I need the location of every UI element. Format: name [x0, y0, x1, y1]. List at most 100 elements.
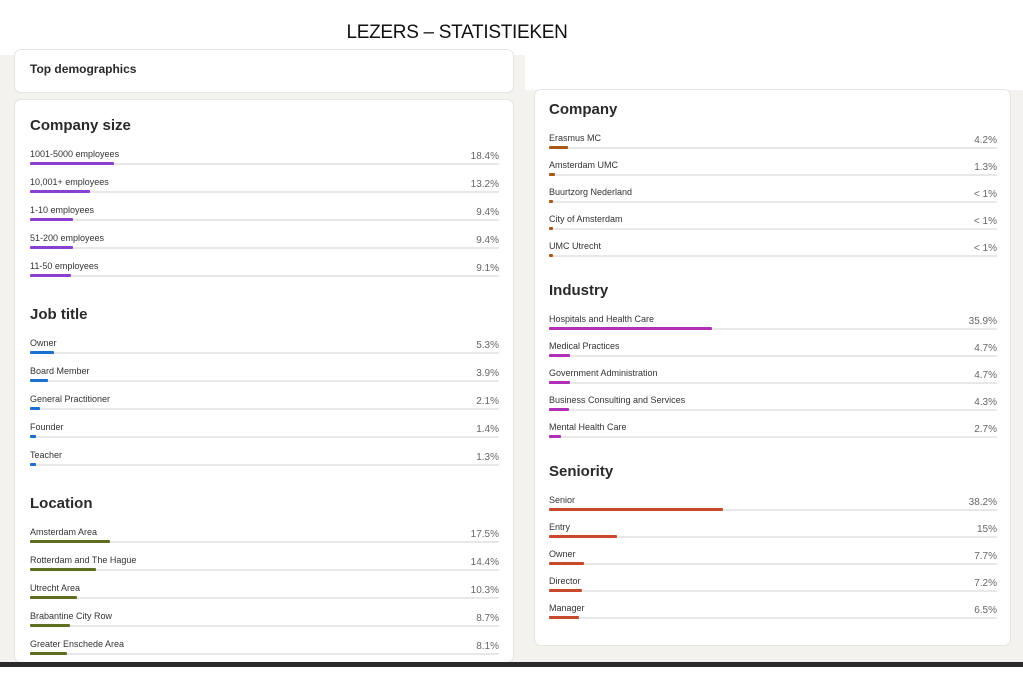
bar: [549, 381, 571, 384]
item-value: 2.1%: [476, 396, 499, 407]
item-value: 7.2%: [974, 578, 997, 589]
item-value: 6.5%: [974, 605, 997, 616]
item-value: 17.5%: [470, 529, 499, 540]
item-value: < 1%: [973, 189, 997, 200]
bar-track: [30, 653, 499, 655]
bar: [30, 463, 36, 466]
top-card-title: Top demographics: [30, 62, 137, 76]
bar: [549, 254, 553, 257]
item-value: 15%: [976, 524, 997, 535]
bar-track: [30, 219, 499, 221]
bar: [30, 652, 67, 655]
item-value: 1.3%: [974, 162, 997, 173]
item-label: Government Administration: [549, 368, 658, 378]
bar-track: [549, 536, 997, 538]
bar-track: [549, 174, 997, 176]
item-label: Hospitals and Health Care: [549, 314, 655, 324]
item-label: Senior: [549, 495, 576, 505]
item-value: 18.4%: [470, 151, 499, 162]
item-value: 10.3%: [470, 585, 499, 596]
item-label: Brabantine City Row: [30, 611, 113, 621]
item-value: 14.4%: [470, 557, 499, 568]
item-label: Amsterdam Area: [30, 527, 98, 537]
item-label: 10,001+ employees: [30, 177, 109, 187]
item-label: Medical Practices: [549, 341, 620, 351]
item-label: 51-200 employees: [30, 233, 105, 243]
item-label: Buurtzorg Nederland: [549, 187, 633, 197]
bar: [30, 351, 55, 354]
section-title: Job title: [30, 306, 88, 323]
bar: [30, 624, 70, 627]
bar: [549, 327, 713, 330]
item-label: Business Consulting and Services: [549, 395, 686, 405]
item-value: 4.2%: [974, 135, 997, 146]
item-value: 35.9%: [968, 316, 997, 327]
bar-track: [30, 569, 499, 571]
bar: [30, 540, 110, 543]
bar: [549, 200, 553, 203]
bar: [549, 535, 618, 538]
bar: [30, 190, 91, 193]
bar-track: [549, 355, 997, 357]
item-label: 11-50 employees: [30, 261, 99, 271]
bar: [549, 589, 582, 592]
bottom-strip: [0, 662, 1023, 667]
bar-track: [30, 380, 499, 382]
item-value: 1.4%: [476, 424, 499, 435]
section-title: Company size: [30, 117, 131, 134]
section-title: Company: [549, 101, 618, 118]
section-title: Seniority: [549, 463, 614, 480]
item-value: 8.7%: [476, 613, 499, 624]
bar-track: [549, 590, 997, 592]
bar-track: [30, 464, 499, 466]
item-value: 4.7%: [974, 370, 997, 381]
item-label: Amsterdam UMC: [549, 160, 619, 170]
bar-track: [549, 409, 997, 411]
bar-track: [549, 228, 997, 230]
bar: [549, 227, 553, 230]
bar-track: [30, 247, 499, 249]
section-title: Location: [30, 495, 93, 512]
item-label: Manager: [549, 603, 585, 613]
item-label: 1001-5000 employees: [30, 149, 120, 159]
bar: [30, 407, 40, 410]
item-value: 4.3%: [974, 397, 997, 408]
item-value: 1.3%: [476, 452, 499, 463]
item-value: 9.4%: [476, 235, 499, 246]
bar-track: [30, 352, 499, 354]
item-label: Founder: [30, 422, 64, 432]
item-label: Greater Enschede Area: [30, 639, 125, 649]
right-card: [535, 90, 1010, 645]
bar-track: [30, 163, 499, 165]
bar-track: [30, 597, 499, 599]
bar-track: [549, 382, 997, 384]
bar-track: [549, 617, 997, 619]
bar: [549, 408, 569, 411]
item-value: 4.7%: [974, 343, 997, 354]
item-label: Utrecht Area: [30, 583, 81, 593]
bar-track: [549, 201, 997, 203]
item-value: 38.2%: [968, 497, 997, 508]
bar-track: [30, 191, 499, 193]
item-label: Mental Health Care: [549, 422, 627, 432]
item-value: 13.2%: [470, 179, 499, 190]
item-label: City of Amsterdam: [549, 214, 623, 224]
bar: [549, 508, 723, 511]
bar-track: [30, 436, 499, 438]
bar-track: [30, 275, 499, 277]
page-title: LEZERS – STATISTIEKEN: [346, 22, 568, 43]
top-card: Top demographics: [15, 50, 513, 92]
item-value: 5.3%: [476, 340, 499, 351]
section-title: Industry: [549, 282, 609, 299]
item-value: 8.1%: [476, 641, 499, 652]
bar: [549, 173, 555, 176]
bar: [549, 354, 571, 357]
bar-track: [549, 328, 997, 330]
item-label: Rotterdam and The Hague: [30, 555, 137, 565]
item-label: Erasmus MC: [549, 133, 602, 143]
bar: [549, 435, 562, 438]
bar: [30, 568, 96, 571]
bar-track: [30, 408, 499, 410]
bar-track: [30, 541, 499, 543]
